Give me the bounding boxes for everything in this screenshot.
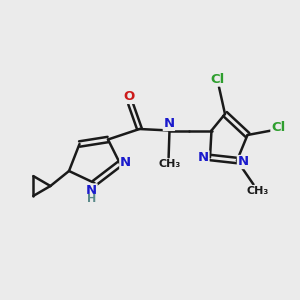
Text: N: N: [198, 151, 209, 164]
Text: N: N: [120, 155, 131, 169]
Text: N: N: [163, 117, 175, 130]
Text: N: N: [237, 155, 249, 169]
Text: O: O: [123, 90, 135, 104]
Text: N: N: [86, 184, 97, 197]
Text: CH₃: CH₃: [247, 185, 269, 196]
Text: Cl: Cl: [210, 73, 225, 86]
Text: H: H: [87, 194, 96, 205]
Text: CH₃: CH₃: [159, 159, 181, 169]
Text: Cl: Cl: [271, 121, 285, 134]
